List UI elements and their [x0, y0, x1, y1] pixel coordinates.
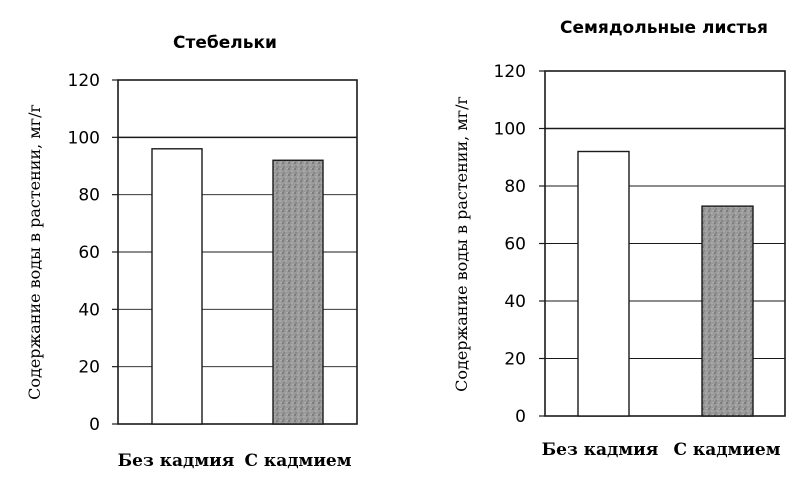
bar-with-cadmium — [272, 159, 324, 425]
y-tick-label: 0 — [515, 407, 526, 427]
chart-1: 0 20 40 60 80 100 120 Без кадмия С кадмием Стебел… — [25, 33, 358, 471]
y-tick-label: 100 — [494, 120, 526, 140]
y-tick-label: 80 — [504, 177, 526, 197]
chart-2: 0 20 40 60 80 100 120 Без кадмия С кадмием Семядо… — [452, 18, 786, 460]
y-axis-label: Содержание воды в растении, мг/г — [25, 104, 44, 400]
y-tick-label: 40 — [78, 300, 100, 320]
bar-with-cadmium — [701, 205, 754, 417]
bar-no-cadmium — [151, 148, 203, 425]
y-tick-label: 60 — [78, 243, 100, 263]
y-tick-label: 0 — [89, 415, 100, 435]
x-category-label: С кадмием — [244, 451, 351, 471]
y-tick-label: 60 — [504, 235, 526, 255]
y-axis-label: Содержание воды в растении, мг/г — [452, 96, 471, 392]
y-tick-label: 120 — [68, 71, 100, 91]
y-tick-label: 100 — [68, 128, 100, 148]
x-category-label: Без кадмия — [542, 440, 659, 460]
chart-title: Семядольные листья — [560, 18, 768, 38]
y-tick-label: 80 — [78, 186, 100, 206]
bar-no-cadmium — [577, 150, 630, 417]
x-category-label: Без кадмия — [118, 451, 235, 471]
y-tick-label: 20 — [504, 350, 526, 370]
y-tick-label: 40 — [504, 292, 526, 312]
y-tick-label: 120 — [494, 62, 526, 82]
chart-title: Стебельки — [173, 33, 277, 53]
y-tick-label: 20 — [78, 358, 100, 378]
x-category-label: С кадмием — [673, 440, 780, 460]
